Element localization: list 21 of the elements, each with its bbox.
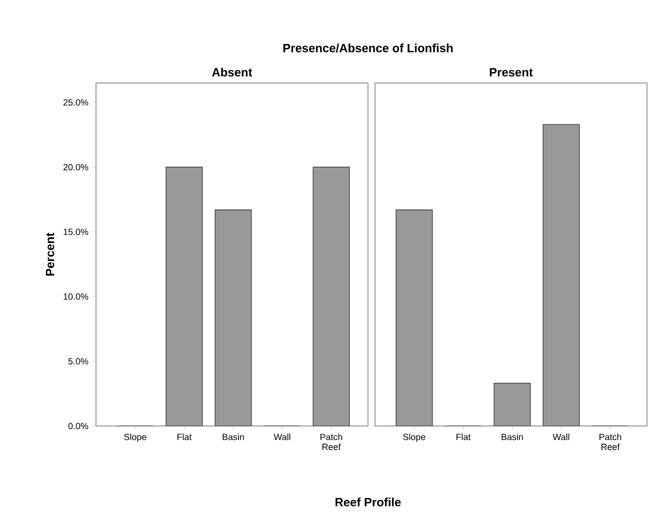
x-tick-label: Basin [222,434,244,440]
chart-subtitle: Absent [212,68,252,76]
chart-title: Presence/Absence of Lionfish [283,44,453,52]
y-tick-label: 15.0% [64,228,88,236]
y-tick-label: 10.0% [64,293,88,300]
x-tick-label: Wall [274,434,290,440]
x-tick-label: Slope [403,434,426,442]
x-axis-title: Reef Profile [336,498,401,506]
x-tick-label: Flat [456,434,471,440]
y-tick-label: 25.0% [64,99,88,106]
y-tick-label: 20.0% [64,164,88,170]
x-tick-label: Flat [177,434,192,440]
x-tick-label: Wall [552,434,570,440]
chart-subtitle: Present [490,68,533,76]
x-tick-label: Slope [124,434,146,442]
x-tick-label: Patch Reef [320,434,342,450]
x-tick-label: Patch Reef [600,434,622,450]
y-axis-title: Percent [46,232,54,276]
x-tick-label: Basin [502,434,523,440]
y-tick-label: 5.0% [68,358,88,364]
y-tick-label: 0.0% [68,422,88,430]
